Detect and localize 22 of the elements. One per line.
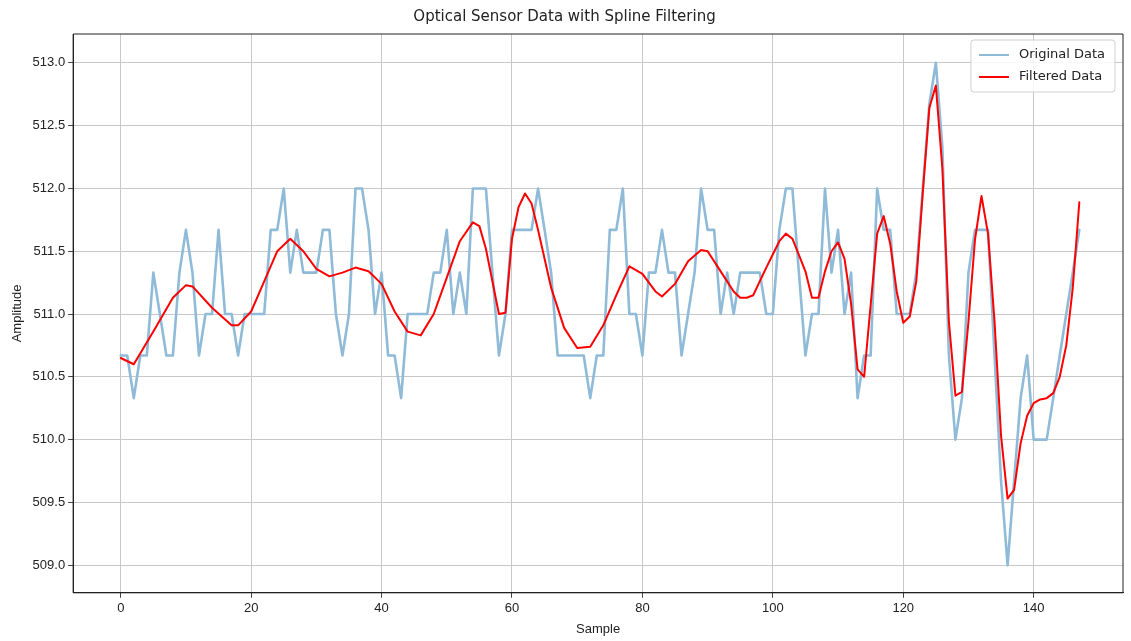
- y-tick-label: 510.0: [32, 431, 66, 447]
- y-tick-label: 509.5: [32, 493, 66, 509]
- x-tick-label: 120: [892, 600, 915, 616]
- chart-title: Optical Sensor Data with Spline Filtering: [413, 6, 716, 25]
- y-tick-label: 511.5: [33, 242, 66, 258]
- y-tick-label: 511.0: [33, 305, 66, 321]
- legend-label: Original Data: [1018, 46, 1105, 62]
- x-axis-title: Sample: [576, 620, 621, 636]
- x-tick-label: 140: [1022, 600, 1045, 616]
- x-tick-label: 0: [117, 600, 125, 616]
- x-tick-label: 60: [504, 600, 520, 616]
- legend-label: Filtered Data: [1018, 68, 1103, 84]
- x-tick-label: 20: [243, 600, 259, 616]
- y-tick-label: 512.5: [32, 117, 66, 133]
- y-tick-label: 510.5: [32, 368, 66, 384]
- y-tick-label: 512.0: [32, 180, 66, 196]
- x-tick-label: 100: [761, 600, 784, 616]
- y-axis-title: Amplitude: [9, 284, 25, 343]
- y-tick-label: 513.0: [32, 54, 66, 70]
- y-tick-label: 509.0: [32, 556, 66, 572]
- x-tick-label: 80: [635, 600, 650, 616]
- x-tick-label: 40: [374, 600, 389, 616]
